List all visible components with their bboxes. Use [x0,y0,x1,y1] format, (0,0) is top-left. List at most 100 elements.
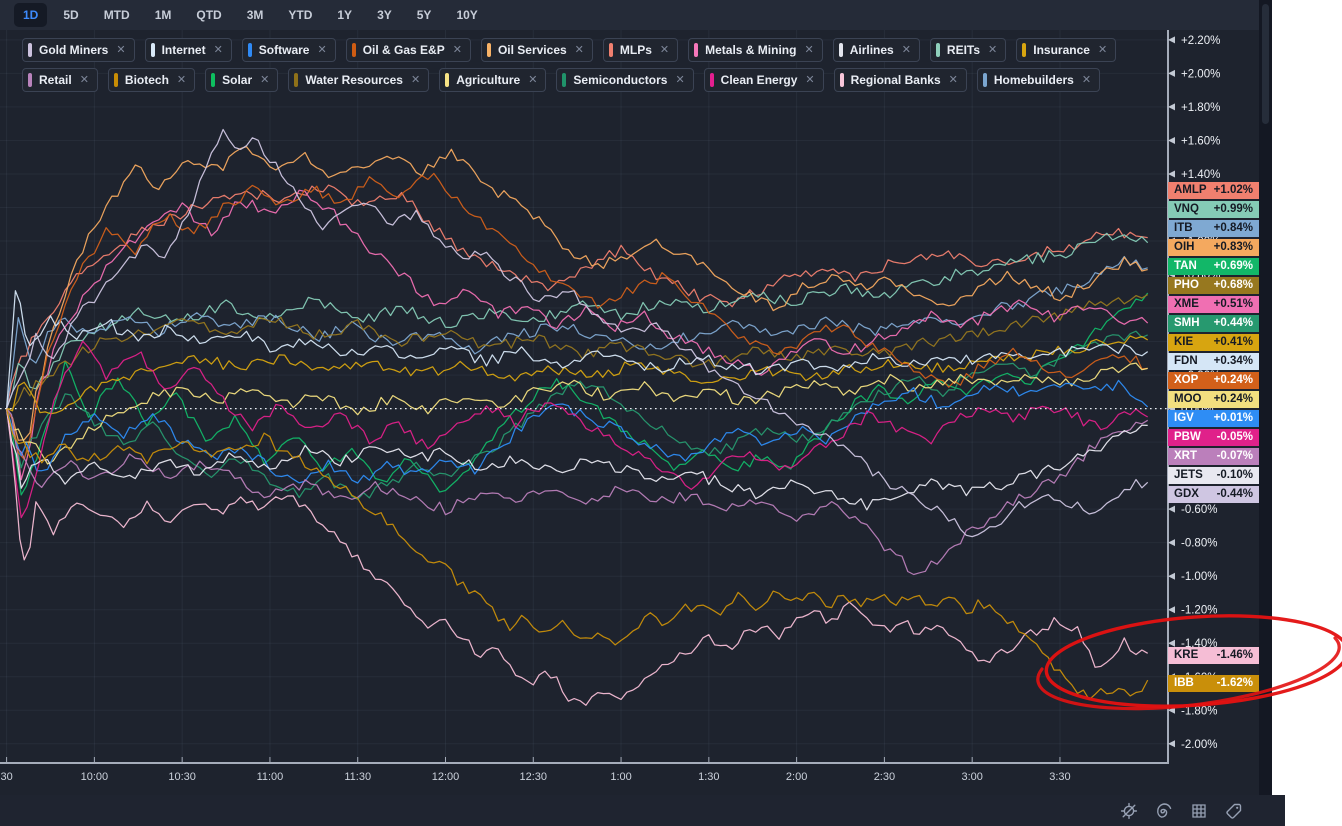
series-change: -0.05% [1216,431,1253,443]
range-mtd[interactable]: MTD [103,8,130,22]
series-change: +0.99% [1213,203,1253,215]
series-label-kre[interactable]: KRE -1.46% [1168,646,1259,664]
series-ticker: OIH [1174,241,1195,253]
chip-close-icon[interactable]: ✕ [260,73,270,86]
grid-icon[interactable] [1190,802,1208,820]
range-10y[interactable]: 10Y [456,8,478,22]
series-line-fdn [5,290,1149,409]
series-label-tan[interactable]: TAN +0.69% [1168,257,1259,275]
series-label-vnq[interactable]: VNQ +0.99% [1168,200,1259,218]
chip-retail[interactable]: Retail ✕ [22,68,98,92]
chip-color-bar [709,73,714,87]
chip-close-icon[interactable]: ✕ [988,43,998,56]
chip-close-icon[interactable]: ✕ [528,73,538,86]
series-label-pbw[interactable]: PBW -0.05% [1168,428,1259,446]
chip-color-bar [445,73,450,87]
range-3m[interactable]: 3M [246,8,264,22]
series-line-moo [5,362,1148,465]
chip-gold-miners[interactable]: Gold Miners ✕ [22,38,135,62]
series-label-amlp[interactable]: AMLP +1.02% [1168,181,1259,199]
magnet-spiral-icon[interactable] [1155,802,1173,820]
series-label-kie[interactable]: KIE +0.41% [1168,333,1259,351]
chip-close-icon[interactable]: ✕ [675,73,685,86]
chip-insurance[interactable]: Insurance ✕ [1016,38,1117,62]
chip-solar[interactable]: Solar ✕ [205,68,279,92]
chip-close-icon[interactable]: ✕ [659,43,670,56]
series-label-igv[interactable]: IGV +0.01% [1168,409,1259,427]
chip-biotech[interactable]: Biotech ✕ [107,68,196,92]
series-label-xop[interactable]: XOP +0.24% [1168,371,1259,389]
chip-water-resources[interactable]: Water Resources ✕ [288,68,430,92]
range-1d[interactable]: 1D [14,3,48,27]
range-5d[interactable]: 5D [63,8,79,22]
series-label-gdx[interactable]: GDX -0.44% [1168,485,1259,503]
chip-color-bar [150,43,155,57]
y-axis-label: -1.00% [1181,571,1217,583]
range-1m[interactable]: 1M [154,8,172,22]
chip-close-icon[interactable]: ✕ [1097,43,1108,56]
series-label-xrt[interactable]: XRT -0.07% [1168,447,1259,465]
chip-oil-services[interactable]: Oil Services ✕ [480,38,593,62]
chip-regional-banks[interactable]: Regional Banks ✕ [833,68,967,92]
series-label-smh[interactable]: SMH +0.44% [1168,314,1259,332]
range-qtd[interactable]: QTD [196,8,222,22]
chip-metals-mining[interactable]: Metals & Mining ✕ [688,38,823,62]
range-1y[interactable]: 1Y [337,8,353,22]
crosshair-off-icon[interactable] [1120,802,1138,820]
x-axis-label: 12:30 [520,771,548,783]
chip-agriculture[interactable]: Agriculture ✕ [439,68,547,92]
chip-close-icon[interactable]: ✕ [79,73,89,86]
chip-internet[interactable]: Internet ✕ [144,38,232,62]
chip-reits[interactable]: REITs ✕ [929,38,1007,62]
series-label-pho[interactable]: PHO +0.68% [1168,276,1259,294]
chip-color-bar [935,43,940,57]
chip-close-icon[interactable]: ✕ [452,43,462,56]
tag-icon[interactable] [1225,802,1243,820]
chip-oil-gas-e-p[interactable]: Oil & Gas E&P ✕ [345,38,471,62]
series-label-jets[interactable]: JETS -0.10% [1168,466,1259,484]
chip-color-bar [839,73,844,87]
series-change: +0.44% [1213,317,1253,329]
series-line-kie [6,335,1149,415]
chip-close-icon[interactable]: ✕ [948,73,958,86]
series-change: +0.41% [1213,336,1253,348]
chip-semiconductors[interactable]: Semiconductors ✕ [556,68,694,92]
chip-color-bar [694,43,699,57]
chip-close-icon[interactable]: ✕ [410,73,421,86]
chip-software[interactable]: Software ✕ [241,38,336,62]
chip-close-icon[interactable]: ✕ [213,43,223,56]
chip-homebuilders[interactable]: Homebuilders ✕ [976,68,1101,92]
scrollbar[interactable] [1259,0,1272,795]
series-label-xme[interactable]: XME +0.51% [1168,295,1259,313]
chip-close-icon[interactable]: ✕ [176,73,187,86]
chip-airlines[interactable]: Airlines ✕ [832,38,920,62]
series-ticker: IGV [1174,412,1194,424]
range-5y[interactable]: 5Y [416,8,432,22]
x-axis-label: 10:30 [168,771,196,783]
series-label-fdn[interactable]: FDN +0.34% [1168,352,1259,370]
x-axis-label: 30 [0,771,12,783]
series-change: -0.44% [1216,488,1253,500]
chip-mlps[interactable]: MLPs ✕ [602,38,679,62]
series-label-moo[interactable]: MOO +0.24% [1168,390,1259,408]
series-label-itb[interactable]: ITB +0.84% [1168,219,1259,237]
chip-close-icon[interactable]: ✕ [574,43,584,56]
series-ticker: XOP [1174,374,1199,386]
chip-close-icon[interactable]: ✕ [901,43,911,56]
chip-close-icon[interactable]: ✕ [317,43,327,56]
chip-color-bar [486,43,491,57]
series-label-ibb[interactable]: IBB -1.62% [1168,674,1259,692]
chip-close-icon[interactable]: ✕ [1081,73,1092,86]
chip-close-icon[interactable]: ✕ [804,43,814,56]
series-line-jets [5,408,1148,511]
chip-close-icon[interactable]: ✕ [116,43,126,56]
chip-close-icon[interactable]: ✕ [805,73,815,86]
chip-clean-energy[interactable]: Clean Energy ✕ [703,68,824,92]
range-ytd[interactable]: YTD [288,8,313,22]
series-ticker: FDN [1174,355,1198,367]
range-3y[interactable]: 3Y [377,8,392,22]
series-change: +0.24% [1213,393,1253,405]
series-label-oih[interactable]: OIH +0.83% [1168,238,1259,256]
